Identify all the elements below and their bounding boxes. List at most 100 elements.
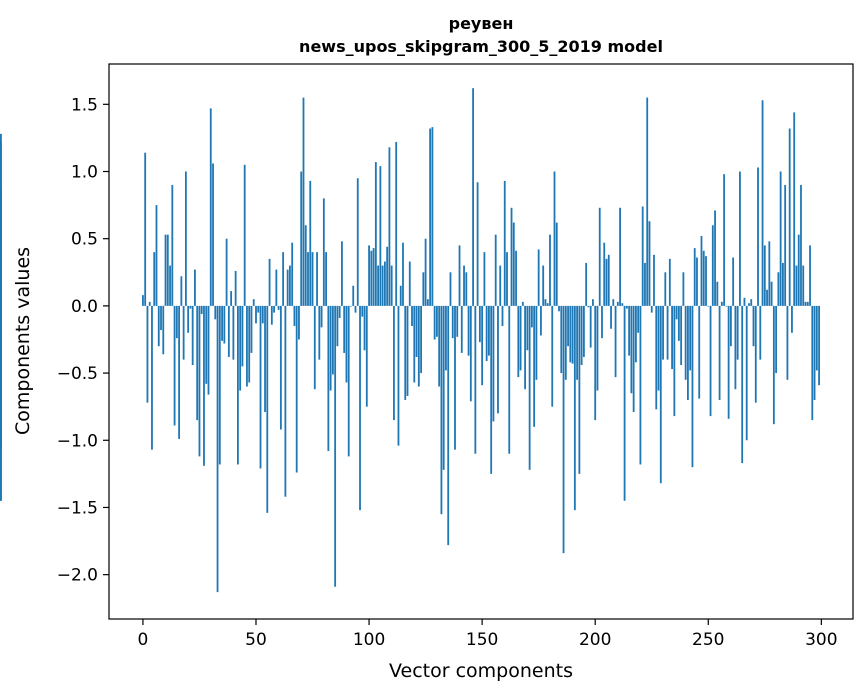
bar-95	[356, 178, 359, 306]
bar-48	[250, 305, 253, 353]
bar-106	[381, 265, 384, 306]
y-tick-label-0.5: 0.5	[71, 230, 98, 250]
bar-152	[485, 305, 488, 361]
bar-198	[589, 305, 592, 348]
bar-288	[793, 112, 796, 306]
bar-7	[157, 305, 160, 347]
bar-238	[680, 305, 683, 366]
bar-9	[162, 305, 165, 355]
bar-144	[467, 305, 470, 356]
bar-184	[558, 305, 560, 312]
bar-67	[293, 305, 296, 327]
bar-127	[429, 128, 432, 306]
y-tick-label-1: 1.0	[71, 163, 98, 183]
bar-232	[666, 305, 669, 360]
bar-252	[711, 225, 714, 306]
bar-32	[214, 305, 217, 320]
bar-197	[587, 305, 590, 308]
bar-84	[331, 305, 334, 375]
bar-0	[142, 295, 144, 306]
bar-286	[788, 128, 791, 306]
bar-112	[395, 141, 398, 306]
bar-194	[580, 305, 583, 366]
bar-200	[594, 305, 597, 421]
bar-258	[725, 305, 728, 307]
bar-29	[207, 305, 210, 395]
bar-123	[420, 305, 422, 374]
bar-72	[304, 225, 307, 306]
bar-35	[221, 305, 223, 341]
y-tick-label--1: −1.0	[57, 431, 98, 451]
bar-167	[519, 305, 522, 371]
bar-229	[659, 305, 662, 484]
x-axis-ticks: 0 50 100 150 200 250 300	[138, 619, 838, 650]
bar-18	[182, 305, 185, 360]
bar-117	[406, 305, 409, 396]
x-tick-label-100: 100	[353, 630, 385, 650]
bar-154	[490, 305, 493, 474]
bar-6	[155, 205, 158, 306]
bar-248	[702, 250, 705, 306]
bar-276	[766, 289, 768, 306]
bar-156	[494, 234, 497, 306]
bar-173	[533, 305, 536, 427]
bar-146	[472, 88, 474, 306]
bar-60	[277, 305, 280, 310]
bar-234	[671, 305, 673, 370]
bar-218	[635, 305, 637, 363]
bar-282	[779, 171, 782, 306]
bar-108	[386, 246, 389, 306]
bar-88	[341, 241, 343, 306]
bar-222	[644, 262, 646, 306]
y-axis-ticks: −2.0 −1.5 −1.0 −0.5 0.0 0.5 1.0 1.5	[57, 95, 109, 586]
bar-181	[551, 305, 554, 407]
bar-196	[585, 262, 588, 306]
bar-299	[818, 305, 820, 386]
bar-28	[205, 305, 208, 384]
bar-192	[576, 305, 579, 380]
bar-121	[415, 305, 418, 357]
bar-82	[327, 305, 330, 452]
bar-269	[750, 299, 753, 306]
bar-104	[377, 265, 380, 306]
x-tick-label-50: 50	[245, 630, 267, 650]
y-tick-label--2: −2.0	[57, 566, 98, 586]
bar-139	[456, 305, 459, 337]
bar-undefined	[0, 141, 2, 306]
bar-73	[307, 252, 309, 306]
bar-163	[510, 207, 513, 306]
bar-169	[524, 305, 526, 390]
x-tick-label-200: 200	[579, 630, 611, 650]
bar-207	[610, 305, 612, 329]
bar-211	[619, 207, 621, 306]
bar-182	[553, 171, 556, 306]
bar-89	[343, 305, 346, 353]
bar-11	[166, 234, 169, 306]
bar-103	[374, 162, 377, 306]
bar-190	[571, 305, 574, 364]
bar-290	[797, 234, 800, 306]
x-tick-label-150: 150	[466, 630, 498, 650]
bar-183	[555, 222, 558, 306]
bar-126	[426, 299, 429, 306]
bar-91	[347, 305, 350, 457]
bar-115	[402, 242, 404, 306]
bar-31	[212, 163, 214, 306]
bar-199	[592, 299, 594, 306]
bar-255	[718, 305, 721, 400]
bar-159	[501, 305, 504, 327]
bar-39	[230, 291, 233, 306]
bar-142	[463, 265, 465, 306]
y-tick-label-1.5: 1.5	[71, 95, 98, 115]
bar-38	[227, 305, 230, 357]
bar-188	[567, 305, 569, 347]
bar-214	[625, 305, 628, 309]
bar-93	[352, 285, 355, 306]
bar-165	[515, 250, 517, 306]
bar-256	[720, 301, 723, 306]
bar-266	[743, 297, 746, 306]
bar-281	[777, 272, 780, 306]
bar-247	[700, 236, 703, 306]
bar-143	[465, 272, 468, 306]
